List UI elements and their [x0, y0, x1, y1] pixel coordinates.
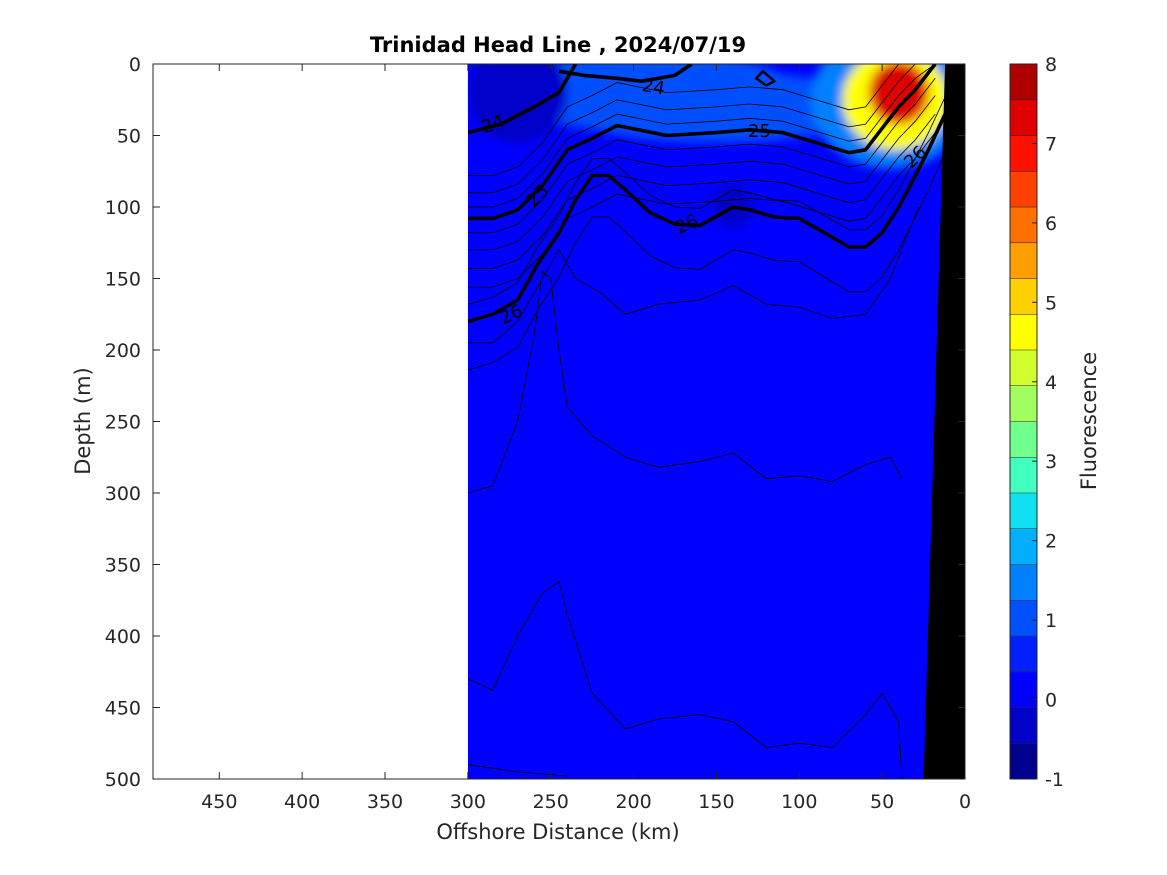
thin-contour — [467, 132, 936, 288]
colorbar-frame — [1009, 63, 1038, 780]
fluorescence-patch — [467, 64, 568, 143]
colorbar: -1 0 1 2 3 4 5 6 7 8 — [1009, 54, 1064, 791]
density-contours — [467, 64, 947, 324]
colorbar-swatch — [1010, 278, 1037, 315]
x-tick-label: 50 — [870, 791, 894, 813]
colorbar-swatch — [1010, 671, 1037, 708]
y-tick-label: 200 — [105, 340, 141, 362]
fluorescence-patch — [868, 64, 929, 125]
colorbar-tick-label: 6 — [1045, 213, 1057, 235]
x-axis: 450 400 350 300 250 200 150 100 50 0 — [201, 64, 971, 813]
y-tick-label: 450 — [105, 698, 141, 720]
thin-contour — [467, 64, 936, 194]
colorbar-swatch — [1010, 528, 1037, 565]
density-contour — [754, 69, 776, 87]
thin-contour — [467, 95, 936, 251]
colorbar-tick-label: 4 — [1045, 372, 1057, 394]
thin-contour — [467, 64, 936, 176]
x-tick-label: 300 — [450, 791, 486, 813]
colorbar-swatch — [1010, 135, 1037, 172]
density-contour — [467, 113, 947, 324]
y-tick-label: 300 — [105, 483, 141, 505]
y-tick-label: 100 — [105, 197, 141, 219]
colorbar-swatch — [1010, 314, 1037, 351]
colorbar-tick-label: 8 — [1045, 54, 1057, 76]
y-tick-label: 0 — [129, 54, 141, 76]
chart-title: Trinidad Head Line , 2024/07/19 — [370, 33, 746, 57]
x-tick-label: 150 — [698, 791, 734, 813]
colorbar-swatch — [1010, 743, 1037, 780]
colorbar-swatch — [1010, 564, 1037, 601]
x-tick-label: 450 — [201, 791, 237, 813]
colorbar-tick-label: 1 — [1045, 610, 1057, 632]
colorbar-tick-label: 0 — [1045, 690, 1057, 712]
colorbar-swatch — [1010, 385, 1037, 422]
thin-contour — [467, 270, 903, 494]
colorbar-label: Fluorescence — [1077, 352, 1101, 490]
colorbar-swatch — [1010, 171, 1037, 208]
x-axis-label: Offshore Distance (km) — [436, 820, 679, 844]
thin-contour — [467, 581, 903, 779]
thin-contour — [467, 152, 946, 371]
colorbar-swatch — [1010, 493, 1037, 530]
colorbar-swatch — [1010, 457, 1037, 494]
colorbar-swatch — [1010, 99, 1037, 136]
colorbar-tick-label: 5 — [1045, 292, 1057, 314]
x-tick-label: 400 — [284, 791, 320, 813]
thin-contour — [467, 78, 936, 234]
thin-contour — [467, 206, 919, 344]
y-tick-label: 400 — [105, 626, 141, 648]
y-axis: 0 50 100 150 200 250 300 350 400 450 500 — [105, 54, 965, 791]
density-contour — [467, 64, 937, 221]
bathymetry — [923, 64, 965, 779]
x-tick-label: 250 — [533, 791, 569, 813]
x-tick-label: 0 — [959, 791, 971, 813]
thin-contour — [467, 96, 946, 305]
colorbar-tick-label: -1 — [1045, 769, 1064, 791]
colorbar-swatch — [1010, 350, 1037, 387]
colorbar-swatch — [1010, 636, 1037, 673]
density-contour — [467, 64, 578, 135]
thin-contour — [467, 64, 936, 208]
contour-label: 24 — [640, 75, 666, 100]
colorbar-tick-label: 3 — [1045, 451, 1057, 473]
colorbar-swatch — [1010, 707, 1037, 744]
colorbar-swatch — [1010, 242, 1037, 279]
y-tick-label: 50 — [117, 126, 141, 148]
y-tick-label: 150 — [105, 269, 141, 291]
colorbar-tick-label: 2 — [1045, 531, 1057, 553]
x-tick-label: 100 — [781, 791, 817, 813]
colorbar-swatch — [1010, 207, 1037, 244]
y-tick-label: 250 — [105, 412, 141, 434]
y-tick-label: 350 — [105, 555, 141, 577]
y-axis-label: Depth (m) — [71, 367, 95, 474]
contour-label: 25 — [748, 121, 771, 142]
x-tick-label: 350 — [367, 791, 403, 813]
colorbar-swatch — [1010, 600, 1037, 637]
density-contour — [558, 64, 693, 83]
x-tick-label: 200 — [615, 791, 651, 813]
y-tick-label: 500 — [105, 769, 141, 791]
colorbar-swatch — [1010, 421, 1037, 458]
colorbar-tick-label: 7 — [1045, 133, 1057, 155]
thin-contours — [467, 64, 946, 779]
thin-contour — [467, 113, 936, 269]
colorbar-swatch — [1010, 64, 1037, 101]
field-background — [467, 64, 965, 779]
